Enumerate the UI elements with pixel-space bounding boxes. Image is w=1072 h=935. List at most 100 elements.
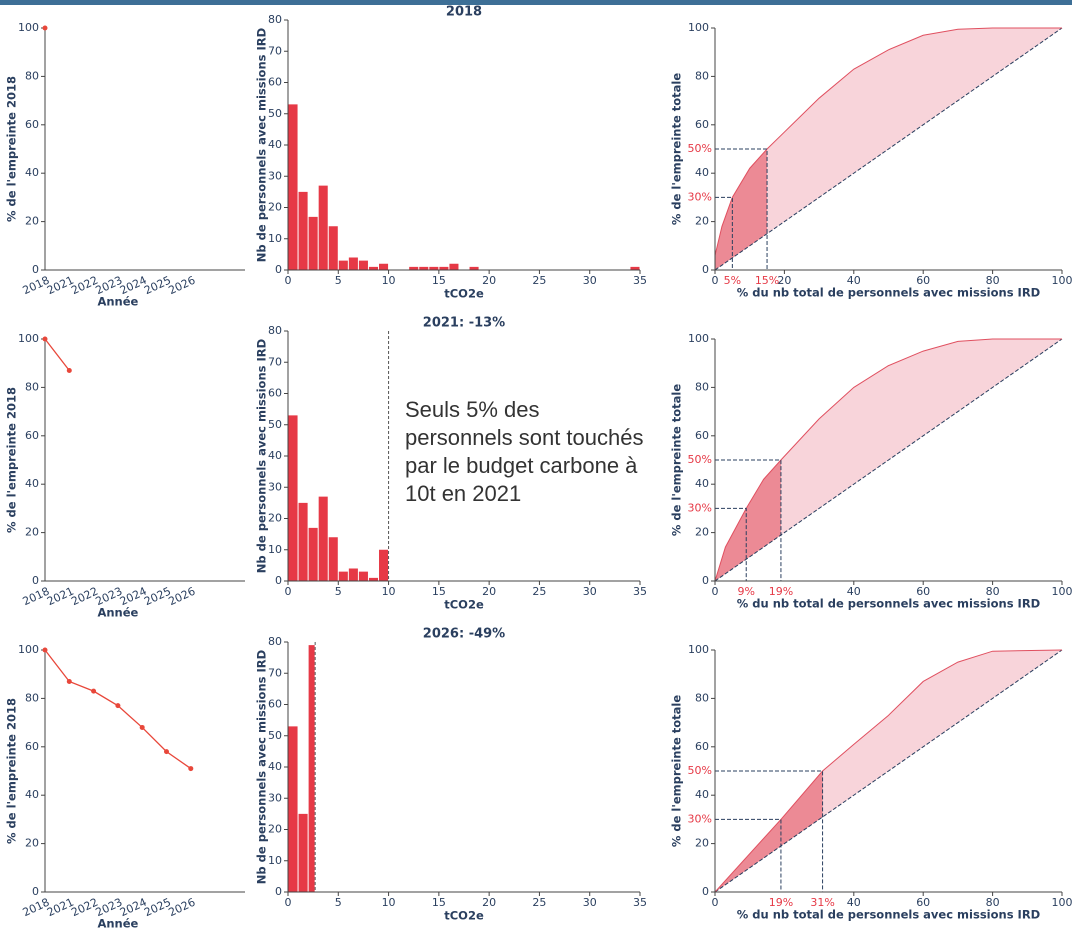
highlight-y-label: 30% — [688, 812, 712, 825]
x-tick-label: 25 — [532, 274, 546, 287]
line — [44, 649, 192, 770]
x-tick-label: 15 — [432, 896, 446, 909]
lorenz-curve — [714, 649, 1063, 893]
chart-title: 2026: -49% — [423, 627, 505, 642]
bar — [469, 266, 479, 270]
y-tick-label: 100 — [18, 332, 39, 345]
bar — [348, 257, 358, 270]
highlight-y-label: 30% — [688, 190, 712, 203]
y-tick-label: 100 — [688, 332, 709, 345]
x-axis-label: % du nb total de personnels avec mission… — [737, 597, 1040, 611]
y-tick-label: 100 — [18, 643, 39, 656]
point — [164, 749, 169, 755]
x-tick-label: 35 — [633, 274, 647, 287]
x-tick-label: 40 — [847, 585, 861, 598]
point — [91, 688, 97, 694]
highlight-x-label: 9% — [738, 585, 755, 598]
bar — [288, 104, 298, 270]
highlight-x-label: 5% — [724, 274, 741, 287]
y-tick-label: 20 — [25, 215, 39, 228]
x-axis-label: tCO2e — [444, 598, 484, 612]
x-axis-label: % du nb total de personnels avec mission… — [737, 908, 1040, 922]
y-tick-label: 40 — [695, 788, 709, 801]
y-tick-label: 60 — [268, 76, 282, 89]
point — [188, 766, 194, 772]
y-tick-label: 40 — [695, 477, 709, 490]
y-axis-label: Nb de personnels avec missions IRD — [255, 650, 269, 884]
point — [42, 25, 48, 31]
y-tick-label: 70 — [268, 44, 282, 57]
x-tick-label: 5 — [335, 896, 342, 909]
y-tick-label: 50 — [268, 107, 282, 120]
x-tick-label: 40 — [847, 896, 861, 909]
x-tick-label: 20 — [777, 274, 791, 287]
y-tick-label: 0 — [275, 885, 282, 898]
bar — [328, 226, 338, 270]
y-tick-label: 60 — [268, 698, 282, 711]
bar — [338, 571, 348, 581]
x-tick-label: 40 — [847, 274, 861, 287]
lorenz-curve — [714, 27, 1062, 256]
y-tick-label: 20 — [268, 512, 282, 525]
x-tick-label: 30 — [583, 585, 597, 598]
x-tick-label: 0 — [285, 896, 292, 909]
y-tick-label: 20 — [25, 837, 39, 850]
y-tick-label: 70 — [268, 355, 282, 368]
x-tick-label: 0 — [712, 585, 719, 598]
y-axis-label: % de l'empreinte 2018 — [5, 76, 19, 222]
x-tick-label: 100 — [1052, 585, 1072, 598]
bar — [298, 502, 308, 581]
x-tick-label: 80 — [986, 274, 1000, 287]
equality-line — [714, 338, 1063, 582]
x-tick-label: 80 — [986, 896, 1000, 909]
y-tick-label: 70 — [268, 666, 282, 679]
x-tick-label: 2026 — [166, 896, 197, 920]
guide-line — [715, 459, 782, 581]
y-tick-label: 60 — [268, 387, 282, 400]
y-tick-label: 10 — [268, 232, 282, 245]
y-tick-label: 0 — [702, 574, 709, 587]
y-tick-label: 80 — [268, 635, 282, 648]
y-tick-label: 20 — [268, 201, 282, 214]
chart-title: 2018 — [446, 5, 482, 20]
x-tick-label: 15 — [432, 274, 446, 287]
x-tick-label: 20 — [482, 274, 496, 287]
y-tick-label: 0 — [702, 885, 709, 898]
bar — [358, 571, 368, 581]
equality-line — [714, 27, 1063, 271]
x-tick-label: 35 — [633, 585, 647, 598]
equality-line — [714, 649, 1063, 893]
guide-line — [715, 818, 782, 892]
y-tick-label: 80 — [25, 380, 39, 393]
y-tick-label: 100 — [18, 21, 39, 34]
bar — [298, 191, 308, 270]
x-tick-label: 60 — [916, 896, 930, 909]
y-axis-label: % de l'empreinte totale — [670, 384, 684, 537]
x-tick-label: 30 — [583, 274, 597, 287]
y-tick-label: 0 — [32, 885, 39, 898]
y-tick-label: 20 — [695, 837, 709, 850]
y-tick-label: 50 — [268, 729, 282, 742]
y-tick-label: 30 — [268, 169, 282, 182]
y-tick-label: 20 — [268, 823, 282, 836]
bar — [308, 645, 315, 892]
x-tick-label: 60 — [916, 585, 930, 598]
bar — [318, 496, 328, 581]
x-tick-label: 10 — [382, 896, 396, 909]
highlight-y-label: 30% — [688, 501, 712, 514]
x-tick-label: 25 — [532, 896, 546, 909]
y-tick-label: 40 — [268, 138, 282, 151]
x-axis-label: tCO2e — [444, 287, 484, 301]
x-tick-label: 15 — [432, 585, 446, 598]
y-tick-label: 10 — [268, 854, 282, 867]
y-tick-label: 60 — [695, 429, 709, 442]
point — [66, 678, 72, 684]
y-tick-label: 40 — [25, 477, 39, 490]
y-tick-label: 0 — [702, 263, 709, 276]
y-tick-label: 60 — [695, 740, 709, 753]
x-tick-label: 35 — [633, 896, 647, 909]
annotation: Seuls 5% des personnels sont touchés par… — [405, 397, 644, 506]
area-highlight — [715, 149, 768, 270]
point — [42, 336, 48, 342]
